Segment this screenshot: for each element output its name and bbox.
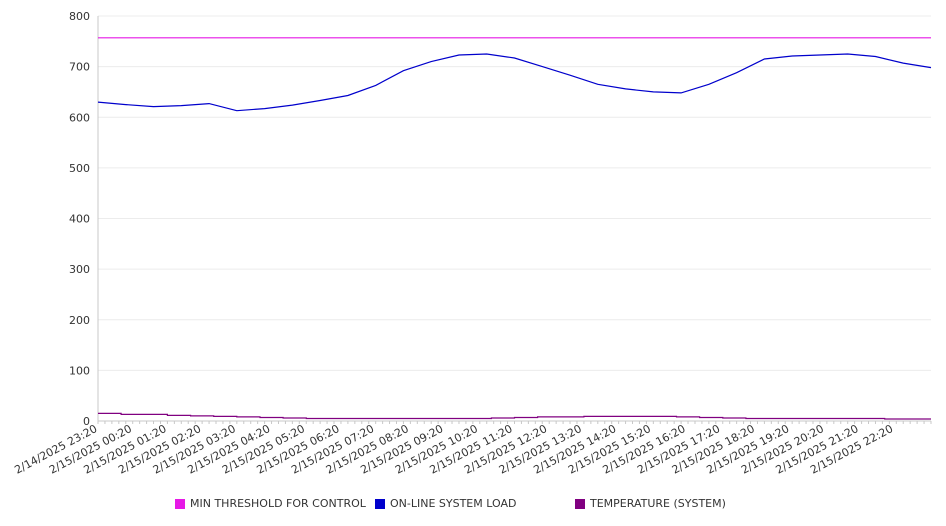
y-tick-label: 300 xyxy=(69,263,90,276)
legend-swatch-min-threshold xyxy=(175,498,185,509)
y-tick-label: 600 xyxy=(69,111,90,124)
legend-item-system-load: ON-LINE SYSTEM LOAD xyxy=(375,497,516,510)
y-tick-label: 200 xyxy=(69,314,90,327)
legend-item-temperature: TEMPERATURE (SYSTEM) xyxy=(575,497,726,510)
series-line-2 xyxy=(98,412,931,420)
series-line-1 xyxy=(97,53,932,112)
legend-swatch-system-load xyxy=(375,498,385,509)
y-tick-label: 700 xyxy=(69,61,90,74)
y-tick-label: 800 xyxy=(69,10,90,23)
legend-item-min-threshold: MIN THRESHOLD FOR CONTROL xyxy=(175,497,366,510)
y-tick-label: 400 xyxy=(69,213,90,226)
y-tick-label: 500 xyxy=(69,162,90,175)
legend-swatch-temperature xyxy=(575,498,585,509)
y-tick-label: 100 xyxy=(69,364,90,377)
legend: MIN THRESHOLD FOR CONTROL ON-LINE SYSTEM… xyxy=(0,497,946,515)
legend-label-temperature: TEMPERATURE (SYSTEM) xyxy=(590,497,726,510)
legend-label-min-threshold: MIN THRESHOLD FOR CONTROL xyxy=(190,497,366,510)
legend-label-system-load: ON-LINE SYSTEM LOAD xyxy=(390,497,517,510)
y-tick-label: 0 xyxy=(83,415,90,428)
